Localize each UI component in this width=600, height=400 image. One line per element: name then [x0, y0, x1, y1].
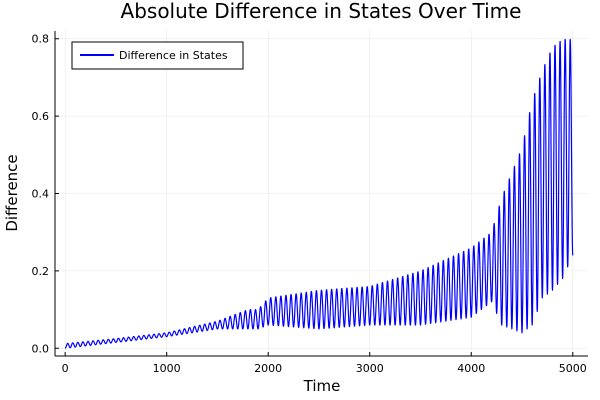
legend: Difference in States: [71, 41, 244, 70]
series-line-difference-in-states: [64, 39, 574, 349]
x-tick-label: 1000: [153, 362, 181, 375]
y-tick-label: 0.2: [32, 265, 50, 278]
y-axis-label: Difference: [3, 154, 21, 231]
legend-label-difference-in-states: Difference in States: [119, 49, 228, 62]
y-tick-label: 0.8: [32, 33, 50, 46]
x-tick-label: 2000: [254, 362, 282, 375]
grid: [55, 31, 588, 356]
x-axis-label: Time: [303, 377, 341, 395]
y-tick-label: 0.6: [32, 110, 50, 123]
series-layer: [64, 39, 574, 349]
chart-title: Absolute Difference in States Over Time: [121, 0, 522, 23]
legend-box: [71, 41, 244, 70]
x-tick-label: 4000: [457, 362, 485, 375]
x-tick-label: 5000: [559, 362, 587, 375]
y-tick-label: 0.4: [32, 188, 50, 201]
y-tick-label: 0.0: [32, 342, 50, 355]
x-tick-label: 3000: [356, 362, 384, 375]
ticks: 0 1000 2000 3000 4000 5000 0.0 0.2 0.4 0.6 0.8: [32, 33, 587, 375]
x-tick-label: 0: [62, 362, 69, 375]
